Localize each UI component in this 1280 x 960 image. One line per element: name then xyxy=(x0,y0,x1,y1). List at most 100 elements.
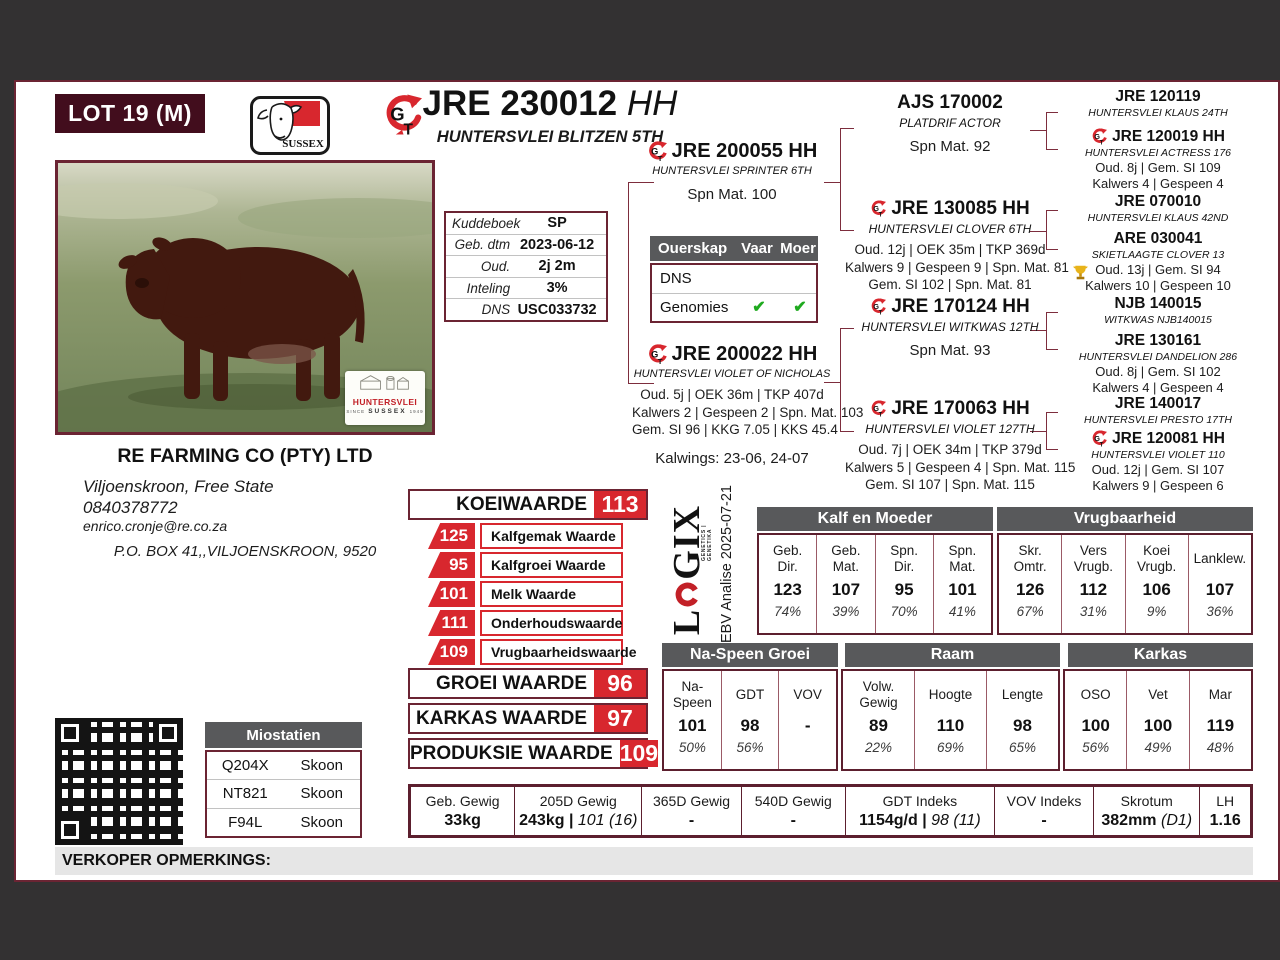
animal-id: JRE 170063 HH xyxy=(891,398,1030,419)
bull-head-icon xyxy=(257,102,303,141)
stat-line: Gem. SI 102 | Spn. Mat. 81 xyxy=(868,277,1032,293)
group-header-naspeen-groei: Na-Speen Groei xyxy=(662,643,838,667)
pedigree-greatgrandparent: JRE 140017 HUNTERSVLEI PRESTO 17TH xyxy=(1058,395,1258,426)
stat-line: Kalwers 4 | Gespeen 4 xyxy=(1092,379,1224,395)
group-header-kalf-en-moeder: Kalf en Moeder xyxy=(757,507,993,531)
ebv-cell: Geb. Dir. 123 74% xyxy=(759,535,818,633)
ebv-cell: Koei Vrugb. 106 9% xyxy=(1126,535,1189,633)
stat-line: Spn Mat. 92 xyxy=(909,138,991,155)
karkaswaarde-bar: KARKAS WAARDE 97 xyxy=(408,703,648,734)
sub-value-label: Vrugbaarheidswaarde xyxy=(480,639,637,665)
gene-code: Q204X xyxy=(221,757,269,775)
owner-location: Viljoenskroon, Free State xyxy=(83,477,274,496)
sussex-breed-logo: SUSSEX xyxy=(250,96,330,155)
pedigree-grandparent: AJS 170002 PLATDRIF ACTOR Spn Mat. 92 xyxy=(845,92,1055,157)
stat-line: Kalwers 2 | Gespeen 2 | Spn. Mat. 103 xyxy=(632,404,864,420)
gt-icon: GT xyxy=(648,140,667,163)
pedigree-connector xyxy=(1046,312,1058,350)
measurement-cell: 540D Gewig - xyxy=(742,787,846,835)
ebv-group-naspeen-groei: Na- Speen 101 50% GDT 98 56% VOV - xyxy=(662,669,838,771)
ebv-group-karkas: OSO 100 56% Vet 100 49% Mar 119 48% xyxy=(1063,669,1253,771)
info-value: SP xyxy=(547,215,567,232)
ebv-cell: Vers Vrugb. 112 31% xyxy=(1062,535,1126,633)
animal-name: HUNTERSVLEI PRESTO 17TH xyxy=(1083,414,1232,426)
owner-email: enrico.cronje@re.co.za xyxy=(83,518,228,534)
table-row: NT821 Skoon xyxy=(207,780,360,809)
pedigree-grandparent: G T JRE 170124 HH HUNTERSVLEI WITKWAS 12TH… xyxy=(845,296,1055,361)
gt-icon: GT xyxy=(648,343,667,366)
measurement-cell: GDT Indeks 1154g/d | 98 (11) xyxy=(846,787,995,835)
svg-text:T: T xyxy=(879,211,883,218)
qr-finder-square xyxy=(153,718,183,748)
gt-icon: GT xyxy=(1092,128,1108,146)
value-number: 97 xyxy=(594,705,646,732)
ebv-cell: Lanklew. 107 36% xyxy=(1193,551,1247,619)
svg-text:G: G xyxy=(651,349,658,359)
stat-line: Spn Mat. 100 xyxy=(687,186,777,203)
animal-name: HUNTERSVLEI ACTRESS 176 xyxy=(1084,147,1232,159)
measurement-cell: LH 1.16 xyxy=(1209,792,1241,829)
group-header-karkas: Karkas xyxy=(1068,643,1253,667)
ebv-analysis-date: EBV Analise 2025-07-21 xyxy=(719,485,735,643)
pedigree-dam: G T JRE 200022 HH HUNTERSVLEI VIOLET OF NI… xyxy=(632,343,864,468)
ebv-cell: Geb. Mat. 107 39% xyxy=(817,535,876,633)
lot-badge: LOT 19 (M) xyxy=(55,94,205,133)
parentage-row-label: DNS xyxy=(660,270,692,288)
stat-line: Gem. SI 96 | KKG 7.05 | KKS 45.4 xyxy=(632,422,838,438)
bull-silhouette xyxy=(118,237,365,401)
farm-badge-since: SINCE xyxy=(346,409,366,414)
measurement-cell: Geb. Gewig 33kg xyxy=(411,787,516,835)
table-row: Inteling 3% xyxy=(446,278,606,300)
table-row: Q204X Skoon xyxy=(207,752,360,781)
value-label: KARKAS WAARDE xyxy=(416,707,587,729)
owner-name: RE FARMING CO (PTY) LTD xyxy=(117,445,373,467)
animal-name: HUNTERSVLEI VIOLET 127TH xyxy=(865,422,1035,436)
pedigree-connector xyxy=(1046,412,1058,450)
animal-id: JRE 070010 xyxy=(1114,193,1202,210)
produksiewaarde-bar: PRODUKSIE WAARDE 109 xyxy=(408,738,659,769)
value-number: 109 xyxy=(619,740,659,767)
sussex-logo-text: SUSSEX xyxy=(282,138,324,150)
animal-id: NJB 140015 xyxy=(1114,295,1202,312)
measurement-cell: 205D Gewig 243kg | 101 (16) xyxy=(515,787,643,835)
animal-name: HUNTERSVLEI VIOLET 110 xyxy=(1091,449,1225,461)
svg-text:T: T xyxy=(879,309,883,316)
value-number: 113 xyxy=(594,491,646,518)
stat-line: Kalwers 10 | Gespeen 10 xyxy=(1085,277,1231,293)
info-label: Kuddeboek xyxy=(452,215,521,231)
gt-icon: GT xyxy=(872,298,887,316)
sub-value-label: Kalfgroei Waarde xyxy=(480,552,623,578)
table-row: Geb. dtm 2023-06-12 xyxy=(446,235,606,257)
seller-remarks-bar: VERKOPER OPMERKINGS: xyxy=(55,847,1253,875)
pedigree-greatgrandparent: NJB 140015 WITKWAS NJB140015 xyxy=(1058,295,1258,326)
gt-genomics-icon: G T xyxy=(386,94,422,138)
info-label: DNS xyxy=(481,302,511,318)
huntersvlei-farm-badge: HUNTERSVLEI SINCE SUSSEX 1949 xyxy=(345,371,425,425)
parentage-row-label: Genomies xyxy=(660,298,729,316)
qr-code xyxy=(55,718,183,845)
value-label: PRODUKSIE WAARDE xyxy=(410,742,613,764)
gene-status: Skoon xyxy=(300,813,344,831)
stat-line: Oud. 8j | Gem. SI 102 xyxy=(1095,364,1221,379)
ebv-cell: OSO 100 56% xyxy=(1065,671,1128,769)
stat-line: Oud. 5j | OEK 36m | TKP 407d xyxy=(640,387,824,402)
svg-text:G: G xyxy=(1094,132,1100,141)
pedigree-greatgrandparent: JRE 130161 HUNTERSVLEI DANDELION 286 Oud… xyxy=(1058,332,1258,396)
qr-finder-square xyxy=(55,718,85,748)
animal-id: AJS 170002 xyxy=(897,92,1003,113)
animal-name: HUNTERSVLEI WITKWAS 12TH xyxy=(861,320,1039,334)
parentage-col-moer: Moer xyxy=(780,240,816,257)
animal-id: JRE 200055 HH xyxy=(671,140,818,162)
sub-value-label: Melk Waarde xyxy=(480,581,623,607)
gene-code: F94L xyxy=(228,813,263,831)
svg-text:G: G xyxy=(651,146,658,156)
farm-sketch-icon xyxy=(360,375,409,390)
calvings-line: Kalwings: 23-06, 24-07 xyxy=(655,449,809,467)
info-value: USC033732 xyxy=(517,301,597,318)
info-value: 3% xyxy=(546,280,568,297)
value-label: GROEI WAARDE xyxy=(436,672,587,694)
pedigree-grandparent: G T JRE 130085 HH HUNTERSVLEI CLOVER 6TH O… xyxy=(845,198,1069,294)
ebv-group-kalf-en-moeder: Geb. Dir. 123 74% Geb. Mat. 107 39% Spn. Dir. 95… xyxy=(757,533,993,635)
table-row: Oud. 2j 2m xyxy=(446,256,606,278)
miostatien-header: Miostatien xyxy=(205,722,362,748)
